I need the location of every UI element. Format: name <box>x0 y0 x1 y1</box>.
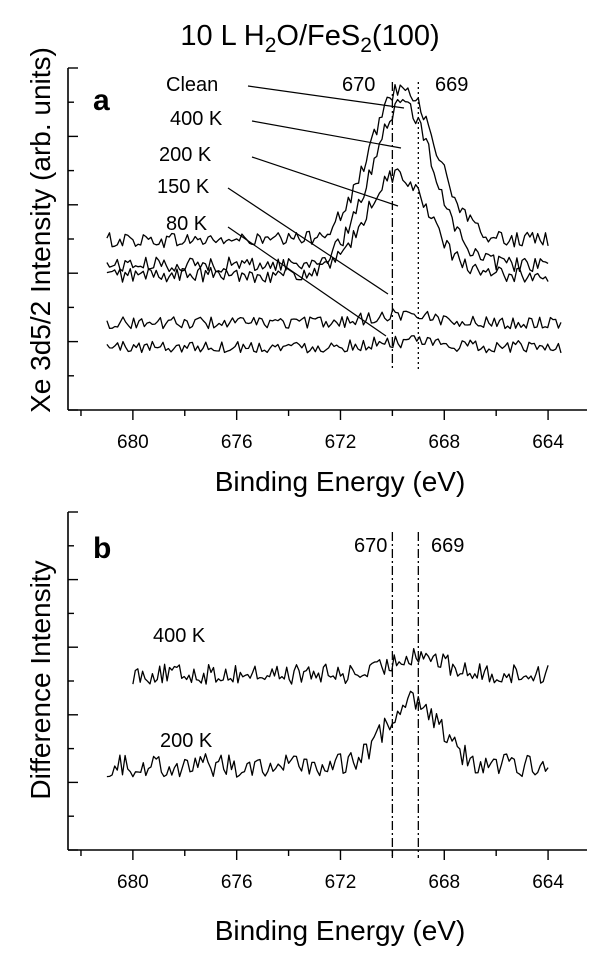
panel-a-ticks: 680 676 672 668 664 <box>68 68 564 453</box>
panel-b-x-tick-label: 680 <box>117 872 149 893</box>
panel-b-x-tick-label: 672 <box>325 872 357 893</box>
panel-b-x-tick-label: 676 <box>221 872 253 893</box>
figure-title: 10 L H2O/FeS2(100) <box>180 20 439 57</box>
panel-b-label: b <box>93 532 111 565</box>
panel-b-reference-lines <box>392 532 418 858</box>
panel-a-series-label-200k: 200 K <box>159 144 212 166</box>
panel-a-leader-clean <box>248 86 404 108</box>
panel-b: 680 676 672 668 664 b 670 669 400 K 200 K Bi… <box>25 512 587 946</box>
panel-a-y-axis-title: Xe 3d5/2 Intensity (arb. units) <box>25 47 56 413</box>
panel-a-ref-label-669: 669 <box>435 74 468 96</box>
panel-b-ref-label-670: 670 <box>354 535 387 557</box>
panel-b-series-label-400k: 400 K <box>153 625 206 647</box>
panel-b-ticks: 680 676 672 668 664 <box>68 512 564 893</box>
panel-b-x-tick-label: 668 <box>428 872 460 893</box>
panel-a-leader-lines <box>228 86 404 336</box>
panel-a: 680 676 672 668 664 a 670 669 Clean 400 K 20… <box>25 47 587 497</box>
panel-a-x-tick-label: 672 <box>325 432 357 453</box>
panel-a-x-tick-label: 668 <box>428 432 460 453</box>
panel-a-leader-80k <box>228 227 386 336</box>
panel-b-series-label-200k: 200 K <box>160 730 213 752</box>
panel-b-x-axis-title: Binding Energy (eV) <box>215 915 466 946</box>
panel-b-x-tick-label: 664 <box>532 872 564 893</box>
panel-b-y-axis-title: Difference Intensity <box>25 560 56 799</box>
panel-a-series-label-clean: Clean <box>166 74 218 96</box>
panel-a-series-label-400k: 400 K <box>170 108 223 130</box>
panel-a-reference-lines <box>392 82 418 370</box>
panel-a-series-line-150k <box>107 309 561 329</box>
panel-a-ref-label-670: 670 <box>342 74 375 96</box>
panel-a-x-tick-label: 676 <box>221 432 253 453</box>
panel-a-leader-200k <box>252 157 398 206</box>
panel-a-leader-150k <box>228 188 388 294</box>
panel-b-ref-label-669: 669 <box>431 535 464 557</box>
panel-a-series-label-150k: 150 K <box>157 176 210 198</box>
panel-a-label: a <box>93 84 110 117</box>
panel-b-axes <box>68 512 587 850</box>
panel-a-x-tick-label: 664 <box>532 432 564 453</box>
panel-a-axes <box>68 68 587 410</box>
panel-b-series <box>107 649 548 778</box>
panel-a-series-label-80k: 80 K <box>166 213 208 235</box>
panel-a-series-line-80k <box>107 336 561 353</box>
panel-b-series-line-400k <box>133 649 548 685</box>
panel-a-x-tick-label: 680 <box>117 432 149 453</box>
panel-a-x-axis-title: Binding Energy (eV) <box>215 466 466 497</box>
